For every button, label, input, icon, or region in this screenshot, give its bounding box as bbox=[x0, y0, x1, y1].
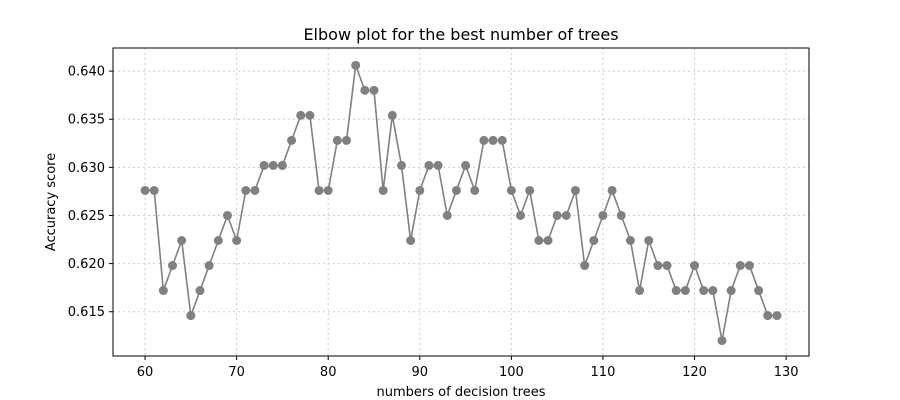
data-point bbox=[396, 160, 406, 170]
data-point bbox=[213, 236, 223, 245]
data-point bbox=[470, 185, 480, 195]
data-point bbox=[543, 236, 553, 245]
x-tick-label: 110 bbox=[591, 365, 616, 380]
data-point bbox=[259, 160, 269, 170]
data-point bbox=[140, 185, 150, 195]
data-point bbox=[277, 160, 287, 170]
data-point bbox=[763, 311, 773, 321]
data-point bbox=[653, 261, 663, 271]
x-tick-label: 80 bbox=[320, 365, 337, 380]
data-point bbox=[332, 135, 342, 145]
data-point bbox=[625, 236, 635, 245]
y-tick-label: 0.615 bbox=[68, 305, 105, 320]
x-tick-label: 70 bbox=[228, 365, 245, 380]
data-point bbox=[772, 311, 782, 321]
data-point bbox=[644, 236, 654, 245]
data-point bbox=[305, 110, 315, 120]
data-point bbox=[488, 135, 498, 145]
y-tick-label: 0.640 bbox=[68, 65, 105, 80]
data-point bbox=[561, 210, 571, 220]
data-point bbox=[296, 110, 306, 120]
data-point bbox=[351, 60, 361, 70]
grid-lines bbox=[113, 48, 809, 356]
data-point bbox=[222, 210, 232, 220]
data-point bbox=[607, 185, 617, 195]
data-point bbox=[708, 286, 718, 296]
data-point bbox=[424, 160, 434, 170]
data-point bbox=[314, 185, 324, 195]
data-point bbox=[406, 236, 416, 245]
data-point bbox=[287, 135, 297, 145]
data-point bbox=[479, 135, 489, 145]
data-point bbox=[516, 210, 526, 220]
data-point bbox=[387, 110, 397, 120]
data-point bbox=[250, 185, 260, 195]
data-point bbox=[525, 185, 535, 195]
data-point bbox=[589, 236, 599, 245]
data-point bbox=[168, 261, 178, 271]
data-point bbox=[497, 135, 507, 145]
y-tick-label: 0.625 bbox=[68, 209, 105, 224]
y-axis: 0.615 0.620 0.625 0.630 0.635 0.640 bbox=[68, 65, 113, 320]
data-point bbox=[662, 261, 672, 271]
data-point bbox=[342, 135, 352, 145]
data-point bbox=[241, 185, 251, 195]
data-point bbox=[195, 286, 205, 296]
x-axis-label: numbers of decision trees bbox=[377, 385, 546, 400]
data-point bbox=[671, 286, 681, 296]
data-point bbox=[680, 286, 690, 296]
plot-area-frame bbox=[112, 47, 810, 357]
y-tick-label: 0.620 bbox=[68, 257, 105, 272]
x-tick-label: 130 bbox=[774, 365, 799, 380]
x-tick-label: 90 bbox=[412, 365, 429, 380]
data-point bbox=[754, 286, 764, 296]
x-axis: 60 70 80 90 100 110 120 130 bbox=[137, 356, 799, 380]
data-point bbox=[616, 210, 626, 220]
series-line bbox=[145, 65, 777, 341]
y-axis-label: Accuracy score bbox=[44, 153, 59, 251]
data-point bbox=[717, 336, 727, 346]
data-point bbox=[635, 286, 645, 296]
data-point bbox=[378, 185, 388, 195]
x-tick-label: 120 bbox=[682, 365, 707, 380]
data-point bbox=[186, 311, 196, 321]
chart-title: Elbow plot for the best number of trees bbox=[303, 25, 618, 44]
data-point bbox=[461, 160, 471, 170]
data-point bbox=[369, 85, 379, 95]
data-point bbox=[323, 185, 333, 195]
data-point bbox=[360, 85, 370, 95]
data-point bbox=[204, 261, 214, 271]
data-point bbox=[699, 286, 709, 296]
data-point bbox=[598, 210, 608, 220]
data-point bbox=[268, 160, 278, 170]
data-point bbox=[451, 185, 461, 195]
series-group bbox=[140, 60, 782, 346]
data-point bbox=[552, 210, 562, 220]
data-point bbox=[442, 210, 452, 220]
x-tick-label: 100 bbox=[499, 365, 524, 380]
data-point bbox=[570, 185, 580, 195]
data-point bbox=[232, 236, 242, 245]
data-point bbox=[744, 261, 754, 271]
data-point bbox=[433, 160, 443, 170]
y-tick-label: 0.635 bbox=[68, 113, 105, 128]
y-tick-label: 0.630 bbox=[68, 161, 105, 176]
data-point bbox=[534, 236, 544, 245]
data-point bbox=[735, 261, 745, 271]
data-point bbox=[690, 261, 700, 271]
data-point bbox=[158, 286, 168, 296]
data-point bbox=[415, 185, 425, 195]
data-point bbox=[580, 261, 590, 271]
data-point bbox=[149, 185, 159, 195]
data-point bbox=[726, 286, 736, 296]
data-point bbox=[506, 185, 516, 195]
x-tick-label: 60 bbox=[137, 365, 154, 380]
data-point bbox=[177, 236, 187, 245]
